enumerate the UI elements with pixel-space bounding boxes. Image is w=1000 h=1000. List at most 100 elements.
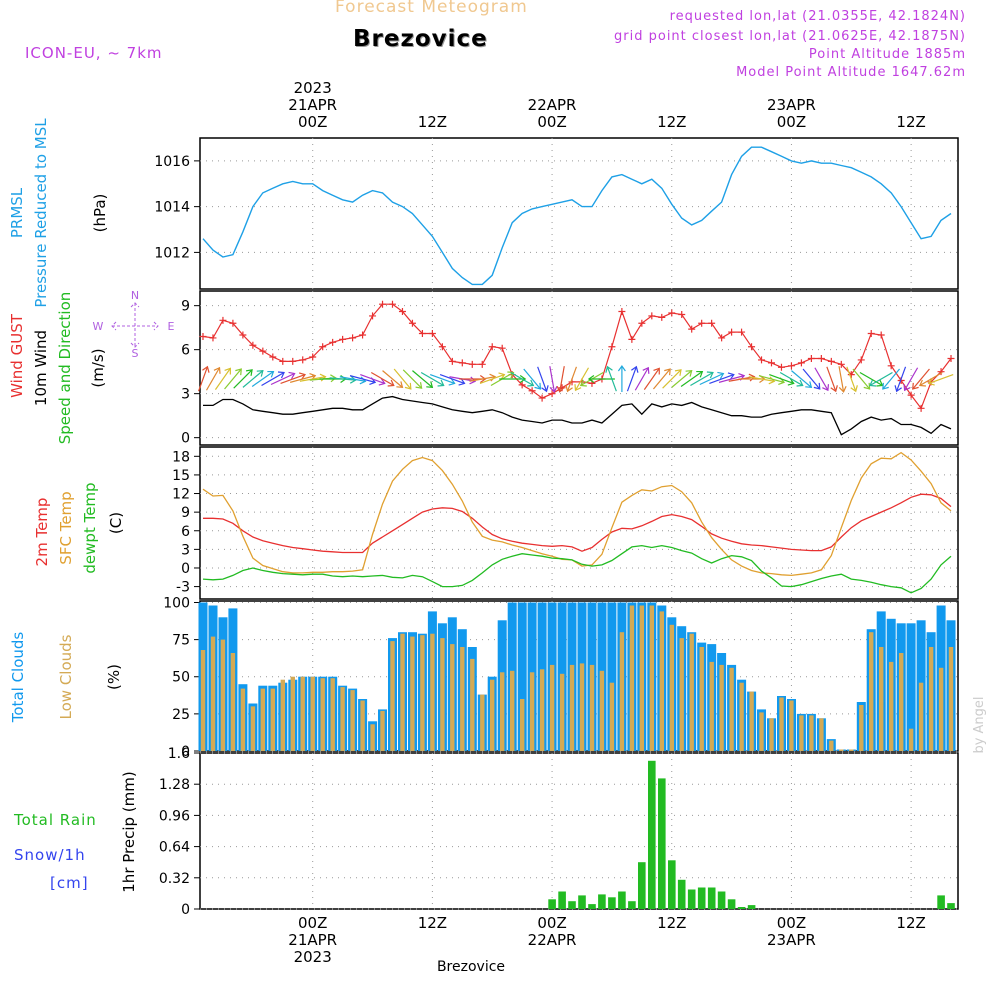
low-clouds-bar [220,639,226,751]
wind-gust-point [408,319,416,327]
wind-direction-arrow [479,372,506,385]
time-label-bottom: 21APR [288,931,337,949]
wind-direction-arrow [846,366,858,393]
wind-direction-arrow [846,366,857,392]
requested-coords: requested lon,lat (21.0355E, 42.1824N) [669,9,966,24]
wind-direction-arrow [802,368,821,390]
total-clouds-bar [517,602,527,751]
low-clouds-label: Low Clouds [57,634,75,719]
low-clouds-bar [829,740,834,751]
wind-direction-arrow [523,368,542,390]
wind-direction-arrow [652,368,671,390]
wind-gust-point [608,343,616,351]
low-clouds-bar [420,635,425,751]
wind-direction-arrow [420,371,444,387]
wind-direction-arrow [498,372,506,380]
ytick-label-clouds: 0 [181,744,190,760]
low-clouds-bar [659,611,664,751]
wind-direction-arrow [448,378,456,386]
time-label-top: 22APR [528,96,577,114]
temp-2m-line [203,493,952,554]
low-clouds-bar [490,679,495,751]
low-clouds-bar [320,678,325,751]
wind-gust-point [319,343,327,351]
wind-gust-point [777,363,785,371]
time-label-bottom: 00Z [537,914,566,932]
ytick-label-clouds: 100 [163,595,190,611]
wind-gust-point [418,330,426,338]
time-label-bottom: 00Z [777,914,806,932]
time-label-bottom: 12Z [418,914,447,932]
low-clouds-bar [669,624,674,751]
wind-direction-arrow [245,369,253,376]
low-clouds-bar [500,672,505,751]
wind-direction-arrow [791,370,812,388]
wind-gust-point [349,334,357,342]
wind-gust-point [468,360,476,368]
wind-direction-arrow [896,366,907,392]
wind-direction-arrow [349,375,376,383]
time-label-top: 2023 [294,79,332,97]
ytick-label-clouds: 25 [172,707,190,723]
wind-direction-arrow [393,368,412,390]
wind-gust-point [618,308,626,316]
low-clouds-bar [240,688,246,751]
low-clouds-bar [699,647,704,751]
wind-gust-point [648,312,656,320]
ytick-label-wind: 0 [181,431,190,447]
time-label-top: 12Z [896,113,925,131]
wind-direction-arrow [685,369,693,377]
wind-gust-point [797,359,805,367]
model-altitude: Model Point Altitude 1647.62m [736,65,966,80]
wind-direction-arrow [814,367,829,391]
wind-direction-arrow [769,373,795,386]
wind-direction-arrow [499,375,527,383]
wind-gust-point [359,331,367,339]
total-clouds-label: Total Clouds [9,632,27,724]
wind-direction-arrow [420,371,445,387]
wind-gust-point [817,354,825,362]
time-label-bottom: 23APR [767,931,816,949]
low-clouds-bar [938,667,944,751]
footer-location: Brezovice [437,959,505,975]
low-clouds-bar [250,706,256,751]
rain-bar [588,904,596,909]
low-clouds-bar [899,653,904,751]
low-clouds-bar [440,638,445,751]
low-clouds-bar [480,694,485,751]
wind-gust-point [668,309,676,317]
low-clouds-bar [928,647,934,751]
wind-10m-label: 10m Wind [32,330,50,406]
wind-direction-arrow [852,368,871,390]
wind-direction-arrow [370,371,395,387]
wind-direction-arrow [329,375,357,384]
rain-bar [548,899,556,910]
wind-direction-arrow [469,376,496,382]
low-clouds-bar [679,638,684,751]
time-label-top: 21APR [288,96,337,114]
low-clouds-bar [729,667,734,751]
wind-direction-arrow [565,385,573,393]
wind-direction-arrow [233,369,253,389]
wind-direction-arrow [549,366,558,393]
wind-direction-arrow [510,371,535,387]
wind-direction-arrow [534,382,542,390]
low-clouds-bar [330,678,335,751]
wind-direction-arrow [251,371,274,387]
wind-gust-point [708,319,716,327]
rain-bar [717,891,726,909]
ytick-label-wind: 6 [181,343,190,359]
ytick-label-clouds: 50 [172,670,190,686]
low-clouds-bar [579,663,585,751]
rain-bar [937,895,945,909]
wind-direction-arrow [605,365,617,392]
low-clouds-bar [290,676,295,751]
wind-direction-arrow [882,368,901,390]
snow-label: Snow/1h [14,846,86,864]
compass-rose-icon [111,302,159,348]
wind-direction-arrow [805,381,813,389]
total-clouds-bar [906,623,916,751]
low-clouds-bar [450,644,455,751]
wind-direction-arrow [541,385,549,393]
wind-gust-point [658,313,666,321]
